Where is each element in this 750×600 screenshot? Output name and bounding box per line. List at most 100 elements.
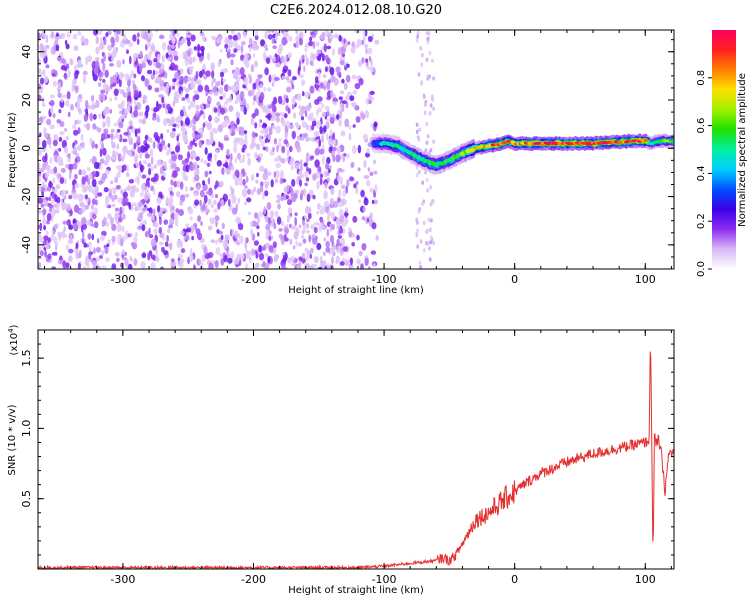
- noise-speckle: [348, 41, 351, 45]
- noise-speckle: [177, 260, 182, 266]
- noise-speckle: [239, 159, 244, 163]
- noise-speckle: [232, 229, 235, 237]
- noise-speckle: [128, 202, 131, 210]
- noise-speckle: [95, 144, 98, 149]
- noise-speckle: [299, 38, 303, 46]
- noise-speckle: [180, 240, 183, 248]
- noise-speckle: [260, 181, 264, 186]
- noise-speckle: [200, 221, 203, 226]
- noise-speckle: [111, 140, 114, 146]
- noise-speckle: [293, 245, 295, 249]
- noise-speckle: [107, 45, 112, 51]
- noise-speckle: [304, 171, 308, 178]
- noise-speckle: [232, 207, 237, 214]
- noise-speckle: [330, 75, 336, 82]
- noise-speckle: [228, 105, 233, 112]
- noise-speckle: [73, 165, 77, 170]
- noise-speckle: [198, 128, 204, 134]
- noise-speckle: [182, 160, 188, 165]
- noise-speckle: [132, 203, 137, 207]
- noise-speckle: [43, 235, 48, 240]
- noise-speckle: [346, 153, 350, 158]
- noise-speckle: [242, 98, 246, 106]
- noise-speckle: [294, 231, 299, 239]
- noise-speckle: [68, 195, 72, 199]
- noise-speckle: [111, 236, 115, 243]
- noise-speckle: [171, 153, 177, 162]
- noise-speckle: [244, 185, 248, 189]
- noise-speckle: [123, 192, 128, 199]
- noise-speckle: [305, 248, 308, 252]
- noise-speckle: [246, 176, 249, 183]
- noise-speckle: [138, 202, 143, 207]
- noise-speckle: [301, 82, 304, 86]
- noise-speckle: [134, 90, 139, 98]
- noise-speckle: [151, 166, 154, 170]
- noise-speckle: [132, 34, 136, 42]
- noise-speckle: [281, 28, 284, 34]
- noise-speckle: [122, 139, 127, 143]
- noise-speckle: [216, 37, 221, 44]
- noise-speckle: [346, 75, 351, 83]
- noise-speckle: [112, 189, 116, 194]
- noise-speckle: [304, 106, 309, 112]
- noise-speckle: [286, 98, 289, 103]
- noise-speckle: [202, 69, 205, 75]
- noise-speckle: [368, 266, 371, 270]
- noise-speckle: [314, 222, 319, 226]
- noise-speckle: [432, 140, 435, 144]
- noise-speckle: [66, 136, 69, 141]
- noise-speckle: [89, 159, 91, 163]
- noise-speckle: [288, 52, 293, 58]
- noise-speckle: [92, 123, 96, 129]
- noise-speckle: [241, 41, 246, 46]
- noise-speckle: [164, 219, 169, 225]
- noise-speckle: [65, 40, 68, 45]
- y-tick-label: 1.5: [20, 349, 33, 367]
- noise-speckle: [191, 49, 193, 55]
- noise-speckle: [83, 75, 86, 84]
- noise-speckle: [157, 54, 161, 60]
- noise-speckle: [344, 83, 348, 90]
- noise-speckle: [64, 128, 67, 132]
- noise-speckle: [421, 202, 424, 206]
- noise-speckle: [75, 85, 79, 93]
- noise-speckle: [105, 169, 109, 174]
- noise-speckle: [279, 138, 282, 142]
- noise-speckle: [147, 70, 152, 75]
- noise-speckle: [345, 207, 347, 213]
- noise-speckle: [364, 198, 369, 206]
- noise-speckle: [431, 94, 434, 98]
- noise-speckle: [348, 227, 352, 232]
- noise-speckle: [176, 33, 178, 37]
- noise-speckle: [370, 91, 375, 95]
- noise-speckle: [82, 141, 85, 149]
- noise-speckle: [272, 39, 275, 44]
- noise-speckle: [83, 242, 86, 247]
- noise-speckle: [286, 87, 291, 93]
- noise-speckle: [351, 162, 355, 168]
- noise-speckle: [133, 236, 137, 243]
- noise-speckle: [263, 181, 269, 185]
- noise-speckle: [61, 190, 66, 198]
- noise-speckle: [358, 251, 362, 256]
- noise-speckle: [341, 237, 344, 244]
- noise-speckle: [127, 165, 129, 173]
- noise-speckle: [296, 41, 299, 48]
- noise-speckle: [308, 168, 311, 175]
- x-tick-label: -300: [110, 573, 135, 586]
- noise-speckle: [153, 188, 156, 195]
- snr-panel: -300 -200 -100 0 1000.51.01.5 Height of stra…: [7, 324, 674, 596]
- signal-mark: [671, 139, 676, 142]
- noise-speckle: [164, 72, 167, 78]
- noise-speckle: [284, 237, 289, 241]
- noise-speckle: [363, 160, 366, 168]
- noise-speckle: [184, 194, 189, 198]
- noise-speckle: [291, 179, 295, 187]
- noise-speckle: [266, 57, 270, 64]
- noise-speckle: [426, 37, 429, 41]
- noise-speckle: [174, 95, 179, 103]
- noise-speckle: [180, 68, 184, 74]
- noise-speckle: [266, 146, 269, 152]
- noise-speckle: [52, 229, 55, 238]
